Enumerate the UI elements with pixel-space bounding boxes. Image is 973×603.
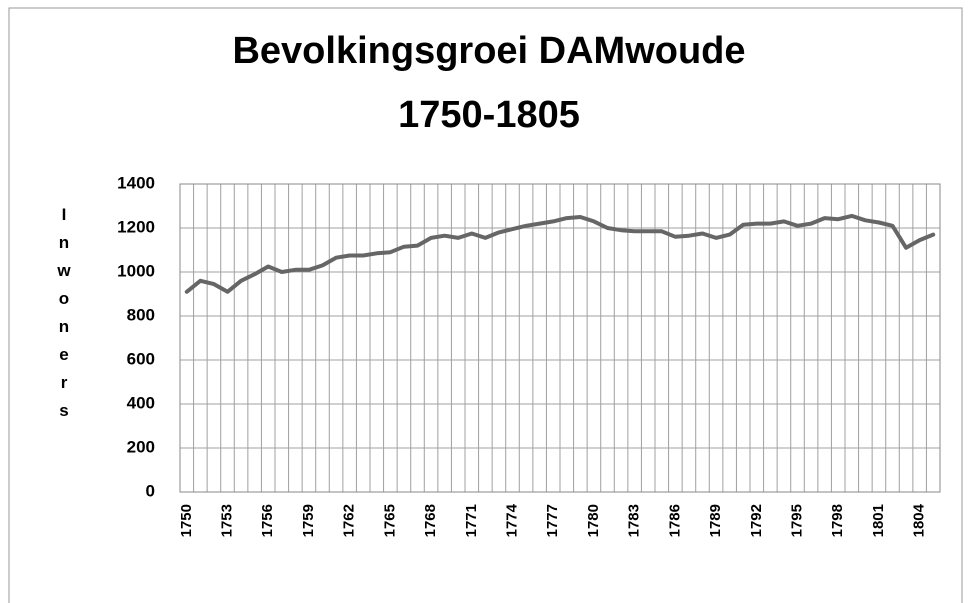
y-axis-label: Inwoners (55, 205, 74, 429)
chart-title-line: 1750-1805 (398, 94, 580, 136)
x-tick-label: 1762 (341, 504, 358, 537)
x-tick-label: 1792 (748, 504, 765, 537)
x-tick-label: 1789 (707, 504, 724, 537)
y-tick-label: 1400 (117, 173, 155, 192)
chart-frame (8, 7, 963, 603)
x-tick-label: 1771 (463, 504, 480, 537)
y-tick-label: 1200 (117, 217, 155, 236)
x-tick-label: 1753 (218, 504, 235, 537)
x-tick-label: 1801 (870, 504, 887, 537)
x-tick-label: 1795 (788, 504, 805, 537)
y-tick-label: 400 (127, 393, 155, 412)
x-tick-label: 1768 (422, 504, 439, 537)
x-tick-label: 1765 (381, 504, 398, 537)
x-tick-label: 1774 (503, 503, 520, 537)
y-tick-label: 800 (127, 305, 155, 324)
data-line (184, 213, 936, 294)
y-tick-label: 0 (146, 481, 155, 500)
x-tick-label: 1777 (544, 504, 561, 537)
y-tick-label: 1000 (117, 261, 155, 280)
x-tick-label: 1798 (829, 504, 846, 537)
y-tick-label: 600 (127, 349, 155, 368)
y-tick-label: 200 (127, 437, 155, 456)
x-tick-label: 1759 (300, 504, 317, 537)
chart-title-line: Bevolkingsgroei DAMwoude (232, 30, 745, 72)
plot-border (179, 183, 941, 493)
x-tick-label: 1750 (178, 504, 195, 537)
x-tick-label: 1780 (585, 504, 602, 537)
x-tick-label: 1804 (911, 503, 928, 537)
x-tick-label: 1786 (666, 504, 683, 537)
x-tick-label: 1783 (626, 504, 643, 537)
x-tick-label: 1756 (259, 504, 276, 537)
